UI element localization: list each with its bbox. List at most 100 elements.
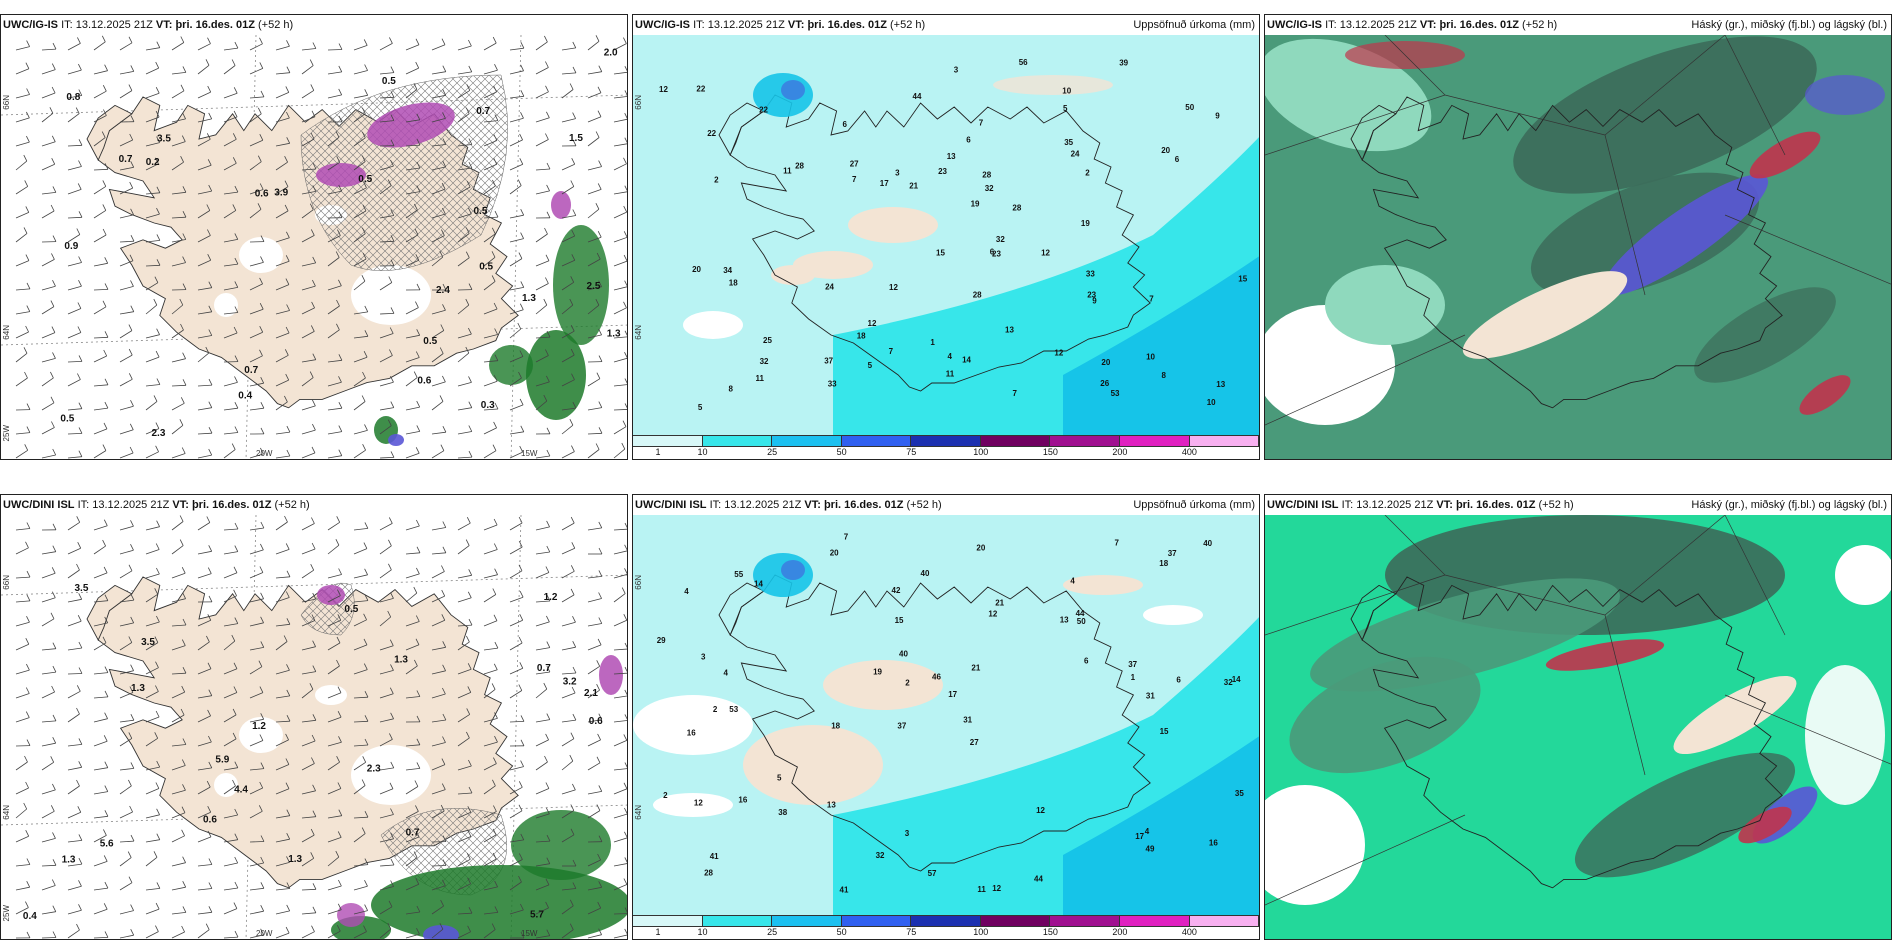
wind-barb: [223, 355, 239, 363]
wind-barb: [249, 781, 264, 795]
wind-barb: [483, 518, 498, 531]
wind-barb: [93, 785, 109, 795]
wind-barb: [15, 227, 28, 243]
wind-barb: [119, 161, 135, 171]
legend-swatch: [702, 916, 773, 926]
wind-barb: [223, 157, 237, 171]
wind-barb: [509, 232, 524, 243]
wind-barb: [223, 443, 236, 459]
wind-barb: [249, 303, 264, 315]
iceland-coastline: [729, 574, 1151, 872]
wind-barb: [509, 636, 523, 651]
wind-barb: [145, 395, 158, 411]
wind-barb: [93, 616, 109, 627]
wind-barb: [249, 566, 264, 579]
value-label: 21: [971, 663, 980, 672]
wind-barb: [67, 516, 81, 531]
value-label: 24: [825, 283, 834, 292]
wind-barb: [41, 879, 56, 891]
axis-label-lat2: 64N: [2, 805, 11, 820]
wind-barb: [613, 442, 626, 459]
wind-barb: [483, 852, 497, 867]
value-label: 13: [827, 801, 836, 810]
wind-barb: [483, 663, 498, 675]
wind-barb: [197, 112, 213, 123]
wind-barb: [93, 636, 107, 651]
field-blob: [317, 585, 345, 605]
wind-barb: [171, 397, 185, 411]
value-label: 28: [795, 161, 804, 170]
color-legend: 1 10 25 50 75 100 150 200 400: [633, 913, 1259, 939]
wind-barb: [535, 85, 549, 99]
wind-barb: [353, 64, 368, 75]
lead-time: (+52 h): [1522, 19, 1558, 31]
wind-barb: [327, 323, 340, 339]
wind-barb: [249, 521, 265, 531]
wind-barb: [145, 422, 160, 435]
value-label: 0.5: [423, 336, 437, 347]
wind-barb: [587, 183, 602, 195]
wind-barb: [145, 259, 161, 267]
wind-barb: [431, 182, 446, 195]
field-blob: [1289, 656, 1481, 774]
wind-barb: [509, 564, 523, 579]
wind-barb: [301, 714, 317, 723]
issue-time-label: IT:: [77, 499, 90, 511]
wind-barb: [483, 210, 499, 219]
wind-barb: [353, 904, 368, 915]
lead-time: (+52 h): [1538, 499, 1574, 511]
wind-barb: [41, 135, 56, 147]
wind-barb: [587, 35, 600, 51]
wind-barb: [93, 881, 109, 891]
panel-field-title: Uppsöfnuð úrkoma (mm): [1133, 19, 1255, 31]
wind-barb: [588, 547, 603, 555]
wind-barb: [93, 35, 106, 51]
wind-barb: [561, 565, 575, 579]
wind-barb: [353, 779, 366, 795]
wind-barb: [41, 107, 54, 123]
wind-barb: [483, 36, 497, 51]
wind-barb: [431, 879, 446, 891]
wind-barb: [41, 756, 55, 771]
value-label: 0.9: [64, 241, 78, 252]
wind-barb: [353, 756, 367, 771]
wind-barb: [457, 853, 471, 867]
wind-barb: [145, 298, 158, 315]
wind-barb: [93, 444, 107, 459]
wind-barb: [249, 592, 264, 603]
field-blob: [526, 330, 586, 420]
wind-barb: [41, 783, 56, 795]
value-label: 1.3: [607, 329, 621, 340]
wind-barb: [379, 276, 393, 291]
wind-barb: [41, 905, 57, 915]
wind-barb: [67, 563, 80, 579]
wind-barb: [145, 710, 160, 723]
wind-barb: [405, 638, 420, 651]
wind-barb: [93, 64, 108, 75]
wind-barb: [587, 231, 602, 243]
wind-barb: [431, 426, 447, 435]
legend-swatch: [633, 916, 703, 926]
wind-barb: [119, 732, 133, 747]
wind-barb: [587, 86, 602, 99]
axis-label-lat1: 66N: [2, 575, 11, 590]
wind-barb: [171, 283, 187, 291]
field-blob: [1835, 545, 1891, 605]
wind-barb: [41, 186, 57, 195]
wind-barb: [379, 179, 392, 195]
wind-barb: [15, 347, 28, 363]
value-label: 23: [992, 250, 1001, 259]
wind-barb: [327, 831, 342, 843]
wind-barb: [431, 664, 446, 675]
legend-tick-label: 100: [973, 447, 989, 457]
wind-barb: [249, 235, 265, 243]
wind-barb: [353, 568, 368, 579]
wind-barb: [275, 715, 291, 723]
wind-barb: [301, 640, 316, 651]
wind-barb: [353, 691, 369, 699]
panel-field-title: Háský (gr.), miðský (fj.bl.) og lágský (…: [1691, 499, 1887, 511]
wind-barb: [535, 35, 548, 51]
wind-barb: [535, 298, 548, 315]
wind-barb: [509, 516, 523, 531]
wind-barb: [119, 876, 133, 891]
